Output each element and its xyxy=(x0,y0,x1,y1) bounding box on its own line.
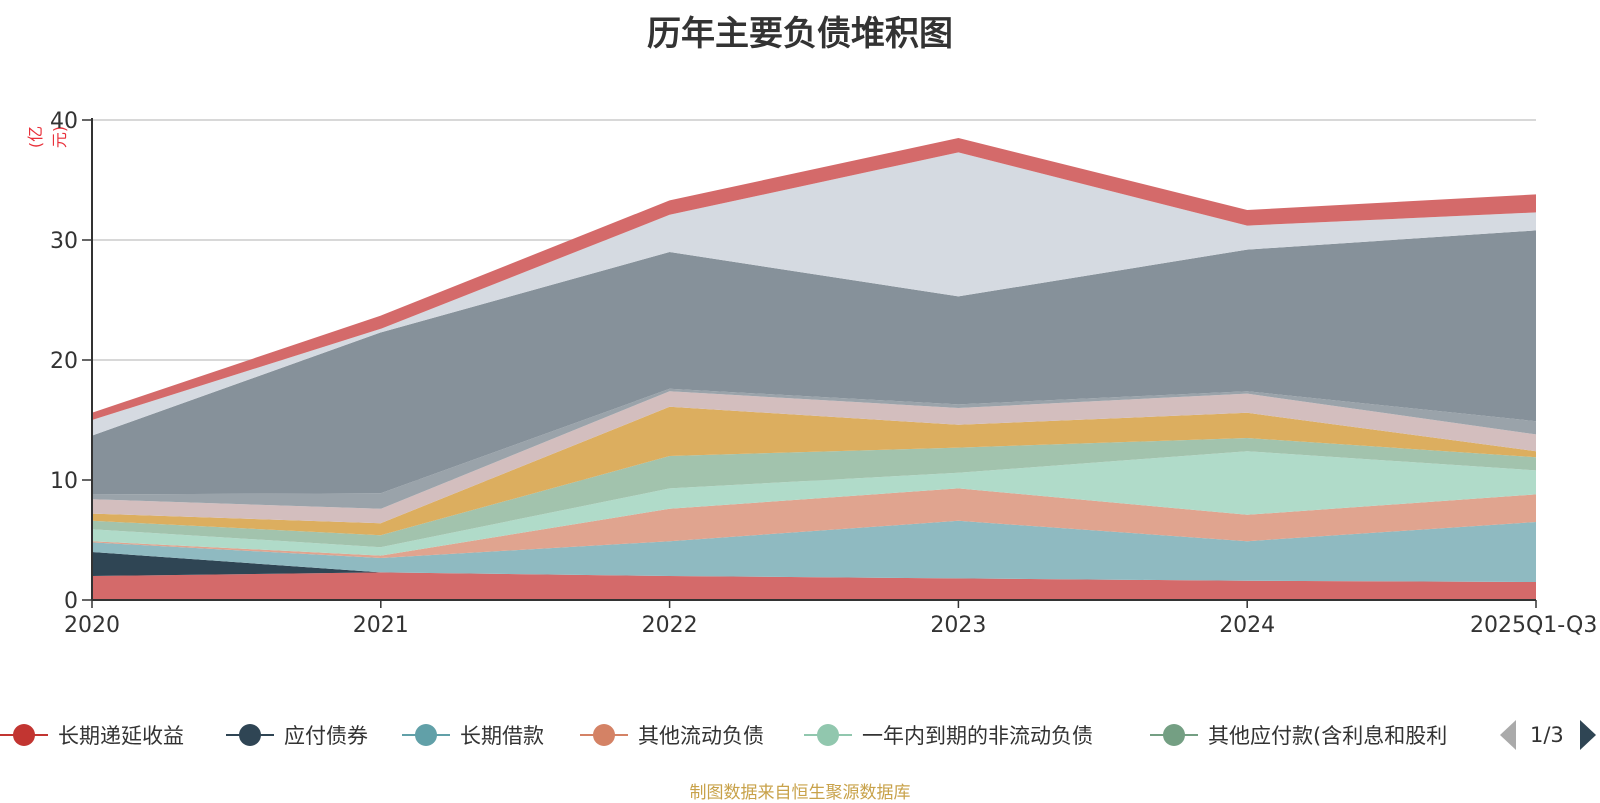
y-tick-label: 10 xyxy=(50,469,78,494)
legend-swatch-icon xyxy=(226,717,274,753)
y-tick-label: 40 xyxy=(50,109,78,134)
legend-swatch-icon xyxy=(402,717,450,753)
legend-label: 其他流动负债 xyxy=(638,724,764,748)
series-areas xyxy=(92,138,1536,600)
legend-label: 一年内到期的非流动负债 xyxy=(862,724,1093,748)
legend-item[interactable]: 长期递延收益 xyxy=(0,717,184,753)
stacked-area-chart: 0 10 20 30 40 2020 2021 2022 2023 2024 2025Q1-Q3 xyxy=(50,109,1597,638)
legend-label: 其他应付款(含利息和股利 xyxy=(1208,724,1448,748)
area-series-5 xyxy=(92,451,1536,556)
data-source-note: 制图数据来自恒生聚源数据库 xyxy=(689,783,911,803)
legend-label: 长期递延收益 xyxy=(58,724,184,748)
legend-item[interactable]: 其他流动负债 xyxy=(580,717,764,753)
x-tick-label: 2021 xyxy=(353,613,409,638)
legend-item[interactable]: 一年内到期的非流动负债 xyxy=(804,717,1093,753)
area-series-4 xyxy=(92,488,1536,558)
area-series-6 xyxy=(92,438,1536,548)
legend-label: 长期借款 xyxy=(460,724,544,748)
legend-item[interactable]: 应付债券 xyxy=(226,717,368,753)
legend-swatch-icon xyxy=(580,717,628,753)
axes xyxy=(82,118,1537,608)
legend-swatch-icon xyxy=(1150,717,1198,753)
area-series-8 xyxy=(92,391,1536,524)
tick-labels: 0 10 20 30 40 2020 2021 2022 2023 2024 2025Q1-Q3 xyxy=(50,109,1597,638)
legend-label: 应付债券 xyxy=(284,724,368,748)
y-tick-label: 30 xyxy=(50,229,78,254)
area-series-10 xyxy=(92,230,1536,495)
area-series-1 xyxy=(92,572,1536,600)
legend-page-indicator: 1/3 xyxy=(1530,723,1564,747)
legend-item[interactable]: 其他应付款(含利息和股利 xyxy=(1150,717,1447,753)
x-tick-label: 2023 xyxy=(930,613,986,638)
legend-item[interactable]: 长期借款 xyxy=(402,717,544,753)
legend-prev-page-icon[interactable] xyxy=(1500,720,1516,750)
legend-swatch-icon xyxy=(0,717,48,753)
x-tick-label: 2024 xyxy=(1219,613,1275,638)
legend-pager: 1/3 xyxy=(1500,719,1596,751)
legend-next-page-icon[interactable] xyxy=(1579,720,1596,750)
x-tick-label: 2025Q1-Q3 xyxy=(1470,613,1597,638)
chart-title: 历年主要负债堆积图 xyxy=(647,14,953,54)
x-tick-label: 2020 xyxy=(64,613,120,638)
area-series-7 xyxy=(92,406,1536,536)
legend-swatch-icon xyxy=(804,717,852,753)
y-tick-label: 20 xyxy=(50,349,78,374)
x-tick-label: 2022 xyxy=(642,613,698,638)
area-series-11 xyxy=(92,152,1536,436)
y-tick-label: 0 xyxy=(64,589,78,614)
area-series-9 xyxy=(92,388,1536,509)
area-series-3 xyxy=(92,520,1536,582)
